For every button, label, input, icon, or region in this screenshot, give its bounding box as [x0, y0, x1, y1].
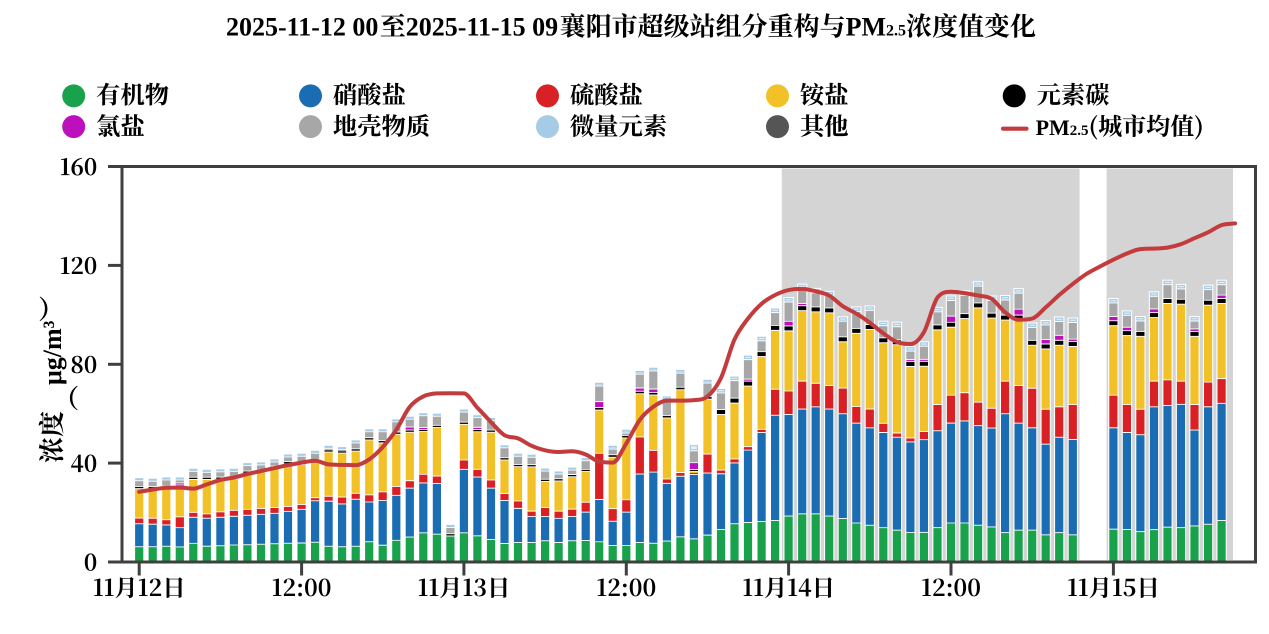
svg-text:μg/m³: μg/m³	[38, 320, 67, 385]
svg-text:PM: PM	[846, 12, 886, 41]
svg-text:2.5: 2.5	[886, 22, 906, 39]
svg-text:PM: PM	[1036, 115, 1070, 140]
svg-text:2025-11-12 00: 2025-11-12 00	[226, 12, 378, 41]
svg-text:2025-11-15 09: 2025-11-15 09	[406, 12, 558, 41]
svg-text:2.5: 2.5	[1070, 123, 1089, 139]
